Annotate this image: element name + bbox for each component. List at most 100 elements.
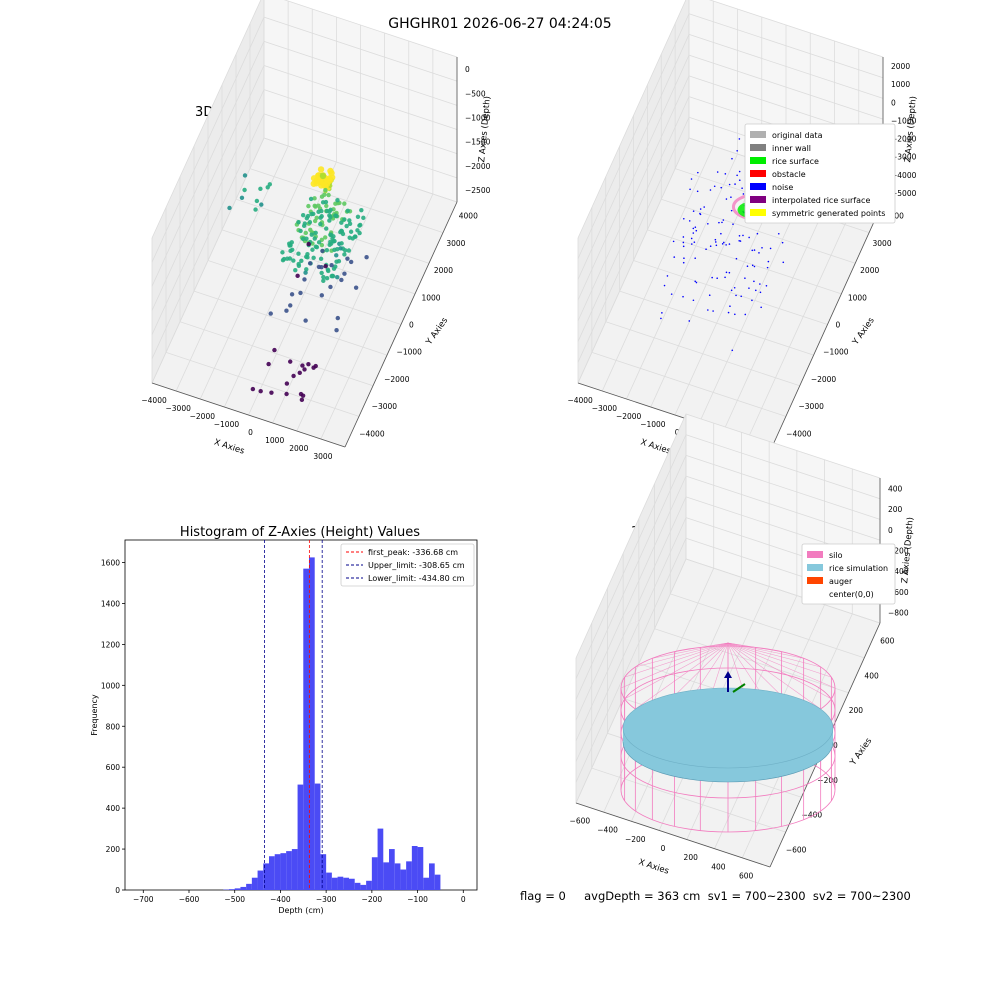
data-point [310, 247, 315, 252]
noise-point [738, 179, 741, 182]
silo-roof-line [727, 642, 832, 678]
noise-point [709, 189, 712, 191]
histogram-bar [331, 877, 338, 890]
data-point [325, 267, 331, 272]
raw-y-tick-label: −3000 [372, 402, 398, 411]
histogram-bar [234, 888, 241, 890]
histogram-bar [434, 874, 441, 890]
data-point [290, 247, 295, 253]
noise-point [666, 275, 669, 277]
data-point [287, 241, 292, 246]
noise-point [725, 244, 727, 246]
data-point [327, 167, 334, 175]
x-tick-label: −100 [407, 895, 428, 904]
data-point [296, 263, 302, 268]
histogram-bar [257, 870, 264, 890]
histogram-bar [291, 849, 298, 890]
sim-z-tick-label: −200 [888, 547, 909, 556]
histogram-bar [429, 863, 435, 890]
sim-x-tick-label: 600 [739, 871, 754, 880]
data-point [284, 381, 290, 386]
cls-x-tick-label: −2000 [616, 412, 642, 421]
sim-z-tick-label: 0 [888, 526, 893, 535]
sim-legend [801, 543, 896, 605]
noise-point [725, 198, 728, 200]
legend-label: Upper_limit: -308.65 cm [368, 561, 465, 570]
sim-z-tick-label: 200 [888, 505, 903, 514]
data-point [227, 205, 232, 211]
data-point [303, 318, 308, 323]
data-point [346, 248, 352, 253]
sim-legend-label: center(0,0) [829, 590, 874, 599]
raw-z-tick-label: −2000 [465, 162, 491, 171]
sim-legend-swatch [807, 551, 823, 558]
raw-gridline-z [151, 0, 458, 239]
sim-y-tick-label: 0 [833, 741, 838, 750]
noise-point [707, 222, 709, 225]
raw-x-tick-label: 1000 [265, 436, 284, 445]
noise-point [712, 310, 714, 312]
sim-x-axis-line [575, 802, 771, 868]
noise-point [744, 277, 746, 279]
sim-x-tick-label: 0 [661, 844, 666, 853]
histogram-bar [320, 854, 327, 890]
noise-point [753, 265, 756, 268]
data-point [348, 259, 354, 265]
cls-gridline-z [577, 54, 884, 301]
raw-gridline-z [151, 65, 458, 311]
data-point [334, 253, 339, 258]
data-point [250, 386, 256, 392]
noise-point [734, 313, 736, 316]
data-point [314, 244, 320, 250]
cls-legend-swatch [750, 170, 766, 177]
sim-y-tick-label: 400 [864, 671, 879, 680]
raw-x-axis-label: X Axies [213, 437, 246, 456]
raw-x-tick-label: 3000 [313, 452, 332, 461]
sim-y-tick-label: 600 [880, 636, 895, 645]
data-point [324, 248, 330, 253]
data-point [319, 172, 327, 180]
data-point [328, 214, 333, 220]
cls-legend-label: interpolated rice surface [772, 196, 870, 205]
cls-z-tick-label: −4000 [891, 171, 917, 180]
sim-x-tick-label: −400 [597, 826, 618, 835]
data-point [302, 367, 307, 372]
data-point [285, 256, 290, 261]
data-point [295, 273, 300, 279]
data-point [280, 250, 285, 255]
data-point [308, 196, 314, 202]
panel-simulation: 3D simulation of Silo Interior−600−400−2… [570, 413, 916, 880]
histogram-bar [303, 568, 309, 890]
noise-point [766, 266, 769, 269]
data-point [242, 173, 248, 178]
noise-point [751, 249, 754, 252]
noise-point [705, 248, 707, 251]
data-point [324, 276, 330, 281]
data-point [298, 228, 303, 234]
sim-x-tick-label: 200 [684, 853, 699, 862]
noise-point [693, 241, 696, 243]
raw-y-axis-line [344, 201, 458, 448]
raw-y-axis-label: Y Axies [424, 315, 451, 347]
histogram-bar [400, 869, 407, 890]
noise-point [720, 232, 722, 235]
cls-legend-label: rice surface [772, 157, 819, 166]
histogram-bar [240, 886, 247, 890]
noise-point [765, 284, 768, 287]
data-point [293, 268, 298, 273]
noise-point [751, 264, 754, 267]
data-point [288, 303, 293, 308]
data-point [239, 195, 245, 200]
noise-point [722, 219, 725, 221]
histogram-bar [406, 861, 412, 890]
data-point [242, 187, 247, 193]
data-point [299, 258, 304, 264]
histogram-bar [394, 863, 401, 890]
noise-point [730, 289, 733, 292]
noise-point [732, 223, 734, 225]
data-point [328, 284, 333, 290]
cls-y-tick-label: 0 [836, 321, 841, 330]
data-point [253, 207, 258, 212]
data-point [357, 230, 362, 236]
data-point [323, 187, 328, 193]
